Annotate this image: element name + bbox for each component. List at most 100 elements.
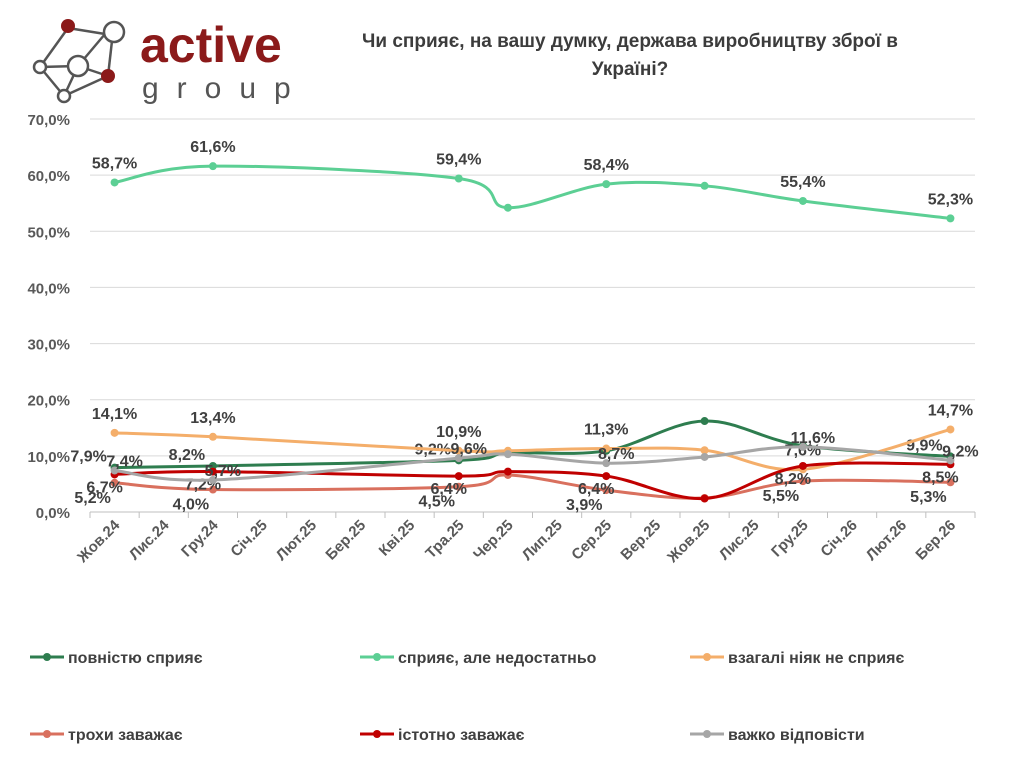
data-label: 5,2% bbox=[74, 490, 110, 507]
data-point bbox=[798, 477, 807, 486]
data-point bbox=[503, 450, 512, 459]
legend-marker bbox=[703, 730, 711, 738]
data-label: 5,5% bbox=[763, 488, 799, 505]
data-point bbox=[110, 478, 119, 487]
data-point bbox=[700, 417, 709, 426]
x-tick-label: Лип.25 bbox=[519, 517, 566, 564]
data-label: 10,9% bbox=[436, 424, 481, 441]
y-tick-label: 70,0% bbox=[27, 112, 70, 129]
data-label: 9,9% bbox=[906, 437, 942, 454]
y-tick-label: 40,0% bbox=[27, 280, 70, 297]
x-tick-label: Кві.25 bbox=[376, 517, 419, 560]
x-tick-label: Гру.24 bbox=[178, 516, 222, 560]
data-label: 8,7% bbox=[598, 446, 634, 463]
y-tick-label: 60,0% bbox=[27, 168, 70, 185]
data-label: 4,5% bbox=[419, 494, 455, 511]
data-label: 59,4% bbox=[436, 152, 481, 169]
data-label: 8,2% bbox=[775, 471, 811, 488]
x-tick-label: Вер.25 bbox=[617, 517, 664, 564]
data-label: 5,3% bbox=[910, 489, 946, 506]
data-point bbox=[503, 467, 512, 476]
data-point bbox=[798, 461, 807, 470]
active-group-logo: active group bbox=[32, 17, 309, 105]
x-tick-label: Чер.25 bbox=[470, 517, 517, 564]
data-label: 55,4% bbox=[780, 174, 825, 191]
legend-marker bbox=[373, 653, 381, 661]
data-label: 11,3% bbox=[584, 422, 628, 439]
data-point bbox=[602, 459, 611, 468]
data-point bbox=[700, 494, 709, 503]
data-point bbox=[454, 472, 463, 481]
data-label: 8,5% bbox=[922, 469, 958, 486]
data-point bbox=[503, 203, 512, 212]
data-point bbox=[208, 467, 217, 476]
y-tick-label: 30,0% bbox=[27, 337, 70, 354]
x-tick-label: Бер.25 bbox=[322, 517, 369, 564]
y-tick-label: 0,0% bbox=[36, 505, 70, 522]
data-point bbox=[110, 178, 119, 187]
legend-label: повністю сприяє bbox=[68, 650, 203, 667]
legend-marker bbox=[43, 653, 51, 661]
data-label: 58,7% bbox=[92, 155, 137, 172]
legend-label: трохи заважає bbox=[68, 727, 183, 744]
legend-marker bbox=[703, 653, 711, 661]
legend-marker bbox=[43, 730, 51, 738]
data-label: 13,4% bbox=[190, 410, 235, 427]
data-point bbox=[602, 444, 611, 453]
data-point bbox=[208, 475, 217, 484]
data-point bbox=[602, 472, 611, 481]
y-tick-label: 50,0% bbox=[27, 224, 70, 241]
x-tick-label: Лис.24 bbox=[126, 516, 173, 563]
chart-title: Чи сприяє, на вашу думку, держава виробн… bbox=[362, 31, 898, 80]
data-point bbox=[602, 180, 611, 189]
x-tick-label: Лис.25 bbox=[716, 517, 763, 564]
data-point bbox=[602, 486, 611, 495]
x-tick-label: Січ.25 bbox=[227, 517, 271, 561]
data-label: 9,2% bbox=[942, 443, 978, 460]
x-tick-label: Бер.26 bbox=[912, 517, 959, 564]
x-tick-label: Гру.25 bbox=[768, 517, 812, 561]
y-tick-label: 20,0% bbox=[27, 393, 70, 410]
data-label: 6,4% bbox=[578, 481, 614, 498]
data-label: 14,1% bbox=[92, 406, 137, 423]
x-tick-label: Сер.25 bbox=[568, 517, 615, 564]
data-point bbox=[946, 425, 955, 434]
x-tick-label: Тра.25 bbox=[422, 517, 467, 562]
data-point bbox=[700, 181, 709, 190]
data-point bbox=[798, 196, 807, 205]
x-tick-label: Січ.26 bbox=[817, 517, 861, 561]
data-point bbox=[454, 454, 463, 463]
data-label: 58,4% bbox=[584, 157, 629, 174]
legend-label: важко відповісти bbox=[728, 727, 865, 744]
legend-marker bbox=[373, 730, 381, 738]
data-label: 3,9% bbox=[566, 497, 602, 514]
x-tick-label: Жов.25 bbox=[663, 517, 713, 567]
data-label: 5,7% bbox=[205, 463, 241, 480]
data-point bbox=[798, 442, 807, 451]
data-label: 6,7% bbox=[86, 479, 122, 496]
x-tick-label: Лют.26 bbox=[863, 517, 910, 564]
data-label: 14,7% bbox=[928, 402, 973, 419]
data-point bbox=[454, 446, 463, 455]
svg-text:group: group bbox=[142, 72, 309, 105]
data-point bbox=[454, 174, 463, 183]
data-point bbox=[946, 456, 955, 465]
data-label: 61,6% bbox=[190, 139, 235, 156]
data-point bbox=[700, 452, 709, 461]
data-label: 4,0% bbox=[173, 497, 209, 514]
data-point bbox=[110, 428, 119, 437]
data-point bbox=[454, 482, 463, 491]
x-tick-label: Лют.25 bbox=[273, 517, 320, 564]
data-label: 8,2% bbox=[169, 447, 205, 464]
svg-text:active: active bbox=[140, 17, 282, 73]
legend-label: сприяє, але недостатньо bbox=[398, 650, 597, 667]
legend-label: взагалі ніяк не сприяє bbox=[728, 650, 905, 667]
y-tick-label: 10,0% bbox=[27, 449, 70, 466]
data-label: 52,3% bbox=[928, 191, 973, 208]
legend-label: істотно заважає bbox=[398, 727, 525, 744]
data-point bbox=[110, 466, 119, 475]
x-tick-label: Жов.24 bbox=[73, 516, 123, 566]
data-point bbox=[946, 478, 955, 487]
data-point bbox=[208, 485, 217, 494]
